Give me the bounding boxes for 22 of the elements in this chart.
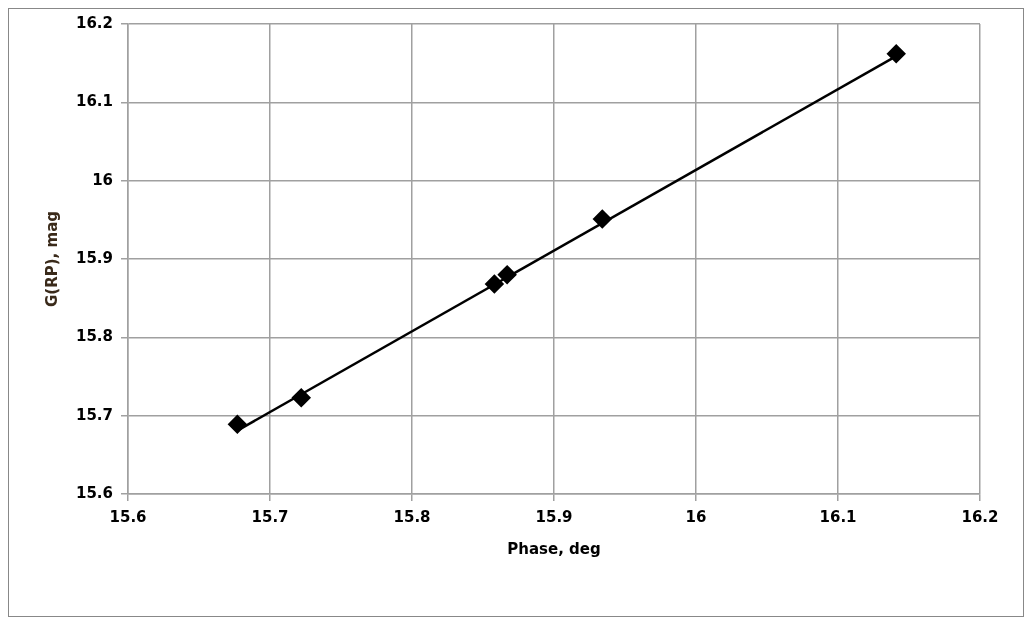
point [886,44,906,64]
x-axis-title: Phase, deg [507,539,601,558]
y-axis-title: G(RP), mag [42,211,61,307]
y-tick-label: 15.8 [75,327,114,346]
x-tick-label: 15.8 [393,507,431,526]
point [497,265,517,284]
point [485,274,504,294]
point [228,415,247,434]
y-tick-label: 15.7 [75,405,114,424]
point [593,209,612,229]
point [292,388,311,407]
x-tick-label: 16.1 [819,507,857,526]
x-tick-label: 15.9 [535,507,573,526]
y-tick-label: 16.2 [75,13,114,32]
x-tick-label: 15.6 [109,507,147,526]
x-tick-label: 16.2 [961,507,999,526]
y-tick-label: 15.6 [75,483,114,502]
y-tick-label: 16.1 [75,92,114,111]
x-tick-label: 15.7 [251,507,289,526]
x-tick-label: 16 [685,507,707,526]
y-tick-label: 16 [92,170,114,189]
y-tick-label: 15.9 [75,248,114,267]
